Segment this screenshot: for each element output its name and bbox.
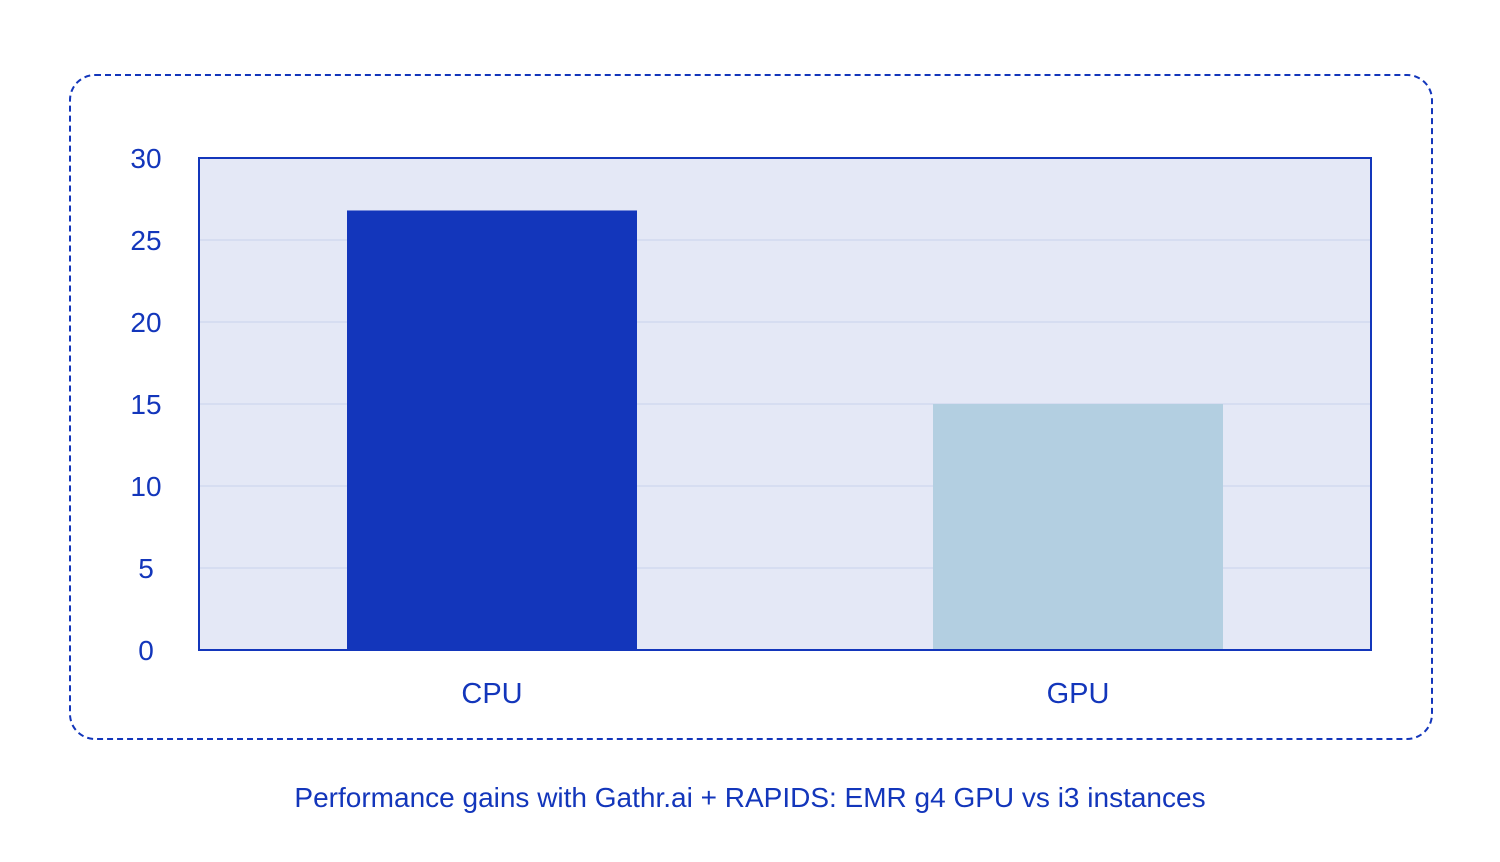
chart-frame xyxy=(69,74,1433,740)
y-tick-label-10: 10 xyxy=(130,471,161,502)
y-tick-label-5: 5 xyxy=(138,553,154,584)
x-tick-label-cpu: CPU xyxy=(461,678,522,710)
y-tick-label-25: 25 xyxy=(130,225,161,256)
x-tick-label-gpu: GPU xyxy=(1047,678,1110,710)
plot-border xyxy=(198,157,1372,651)
y-tick-label-0: 0 xyxy=(138,635,154,666)
bar-cpu xyxy=(347,210,637,651)
y-tick-label-30: 30 xyxy=(130,143,161,174)
chart-caption: Performance gains with Gathr.ai + RAPIDS… xyxy=(294,782,1206,813)
y-tick-label-15: 15 xyxy=(130,389,161,420)
bar-gpu xyxy=(933,404,1223,650)
y-tick-label-20: 20 xyxy=(130,307,161,338)
